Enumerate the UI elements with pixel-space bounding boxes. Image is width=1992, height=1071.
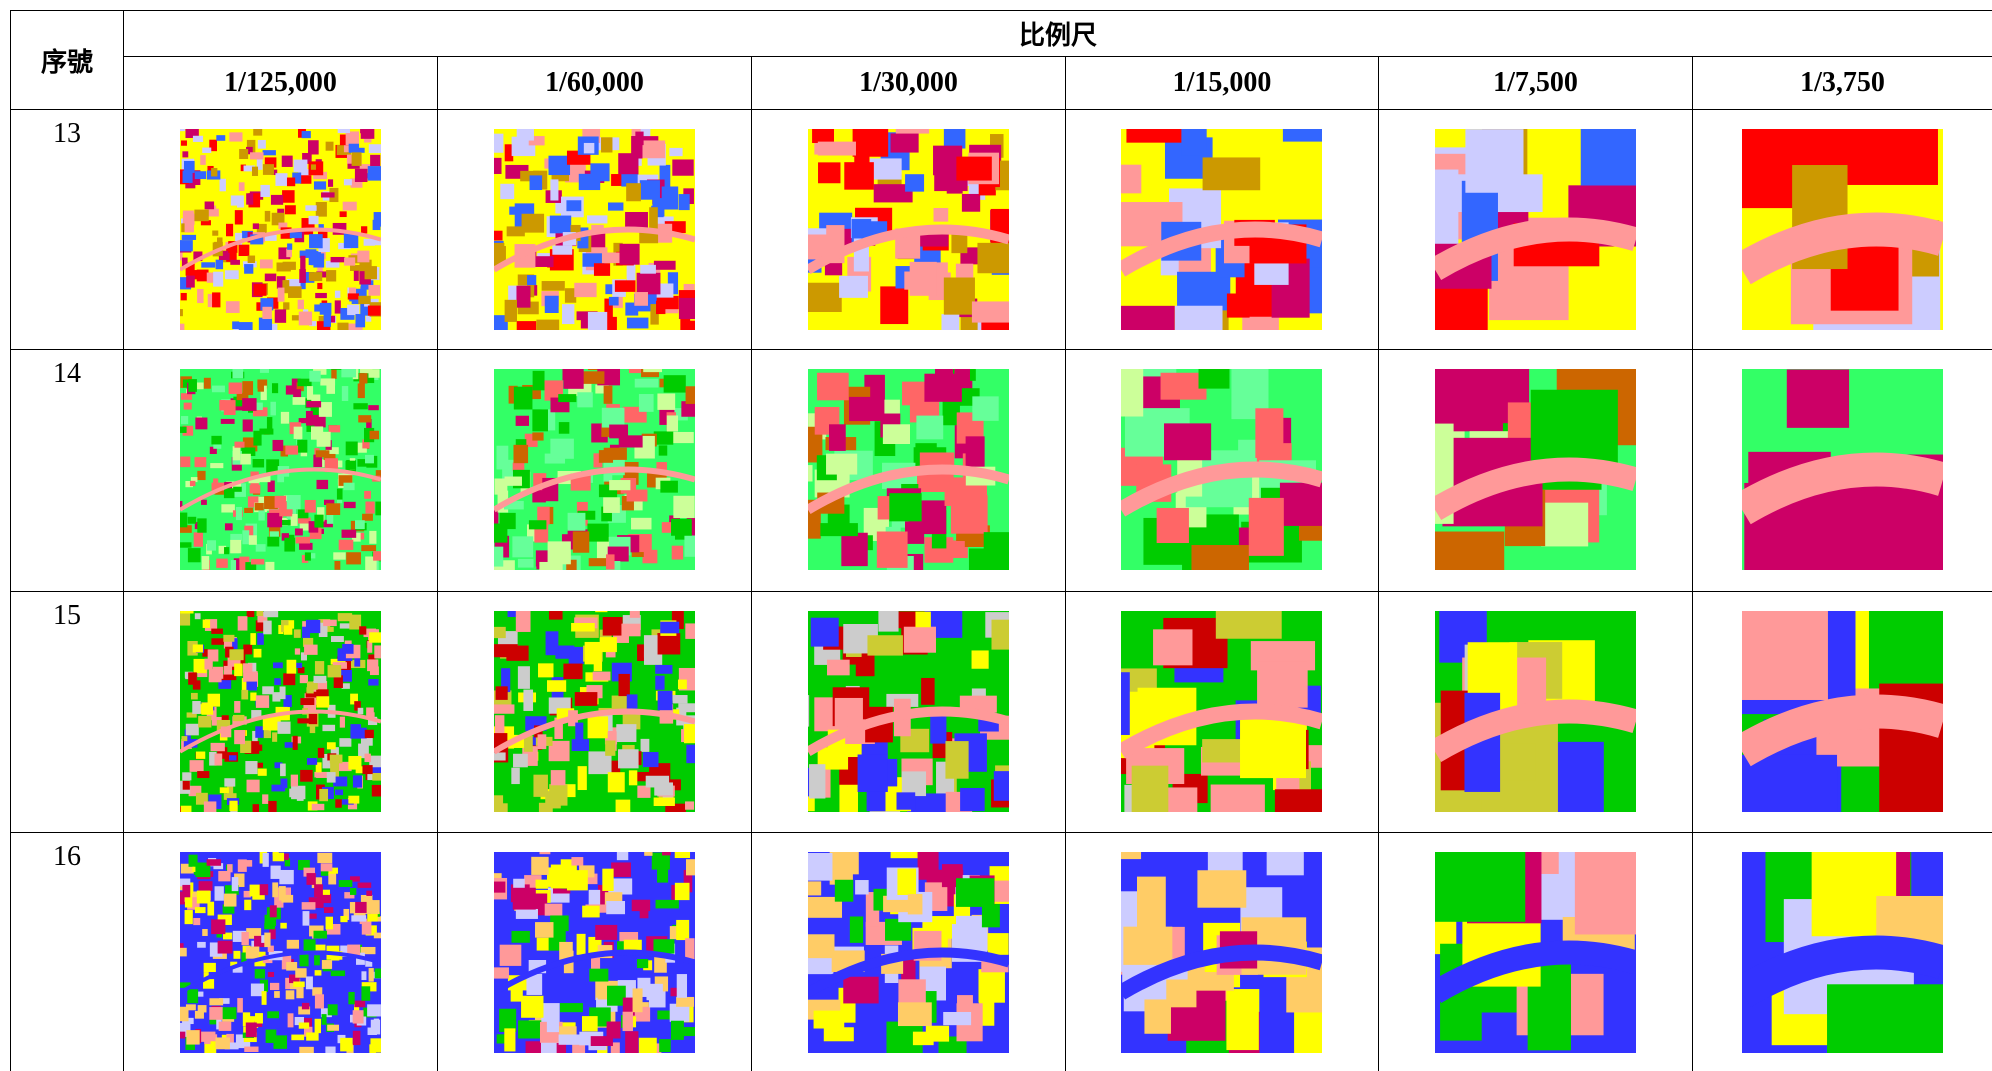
scale-column-header: 1/125,000 xyxy=(123,56,437,109)
table-cell xyxy=(1378,591,1692,832)
table-cell xyxy=(123,349,437,591)
map-thumbnail xyxy=(1741,611,1943,812)
table-cell xyxy=(123,591,437,832)
scale-column-header: 1/15,000 xyxy=(1065,56,1378,109)
map-thumbnail xyxy=(1121,611,1322,812)
map-thumbnail xyxy=(1434,852,1636,1053)
map-thumbnail xyxy=(1121,852,1322,1053)
table-cell xyxy=(1065,832,1378,1071)
table-cell xyxy=(1065,349,1378,591)
map-thumbnail xyxy=(179,611,381,812)
map-thumbnail xyxy=(1121,129,1322,330)
table-cell xyxy=(751,832,1065,1071)
map-thumbnail xyxy=(493,611,695,812)
map-thumbnail xyxy=(807,129,1009,330)
scale-header: 比例尺 xyxy=(123,10,1992,56)
scale-column-header: 1/30,000 xyxy=(751,56,1065,109)
map-thumbnail xyxy=(179,129,381,330)
table-cell xyxy=(1378,349,1692,591)
table-cell xyxy=(123,109,437,349)
table-cell xyxy=(1692,832,1992,1071)
table-cell xyxy=(1692,109,1992,349)
row-number: 16 xyxy=(10,832,123,1071)
map-thumbnail xyxy=(179,852,381,1053)
map-thumbnail xyxy=(807,369,1009,570)
scale-column-header: 1/3,750 xyxy=(1692,56,1992,109)
map-thumbnail xyxy=(493,369,695,570)
map-thumbnail xyxy=(807,611,1009,812)
map-thumbnail xyxy=(1434,369,1636,570)
map-thumbnail xyxy=(1741,129,1943,330)
map-thumbnail xyxy=(1434,611,1636,812)
map-thumbnail xyxy=(1741,369,1943,570)
table-cell xyxy=(751,349,1065,591)
table-cell xyxy=(1692,349,1992,591)
index-header: 序號 xyxy=(10,10,123,109)
table-cell xyxy=(437,349,751,591)
table-cell xyxy=(1378,832,1692,1071)
table-cell xyxy=(437,109,751,349)
map-thumbnail xyxy=(1741,852,1943,1053)
table-cell xyxy=(1065,109,1378,349)
table-cell xyxy=(437,591,751,832)
table-cell xyxy=(1378,109,1692,349)
map-thumbnail xyxy=(807,852,1009,1053)
row-number: 13 xyxy=(10,109,123,349)
map-thumbnail xyxy=(493,129,695,330)
table-cell xyxy=(123,832,437,1071)
map-thumbnail xyxy=(179,369,381,570)
table-cell xyxy=(1065,591,1378,832)
table-cell xyxy=(751,109,1065,349)
map-thumbnail xyxy=(1121,369,1322,570)
map-thumbnail xyxy=(493,852,695,1053)
map-thumbnail xyxy=(1434,129,1636,330)
row-number: 14 xyxy=(10,349,123,591)
scale-column-header: 1/7,500 xyxy=(1378,56,1692,109)
table-cell xyxy=(1692,591,1992,832)
table-cell xyxy=(437,832,751,1071)
row-number: 15 xyxy=(10,591,123,832)
scale-column-header: 1/60,000 xyxy=(437,56,751,109)
table-cell xyxy=(751,591,1065,832)
